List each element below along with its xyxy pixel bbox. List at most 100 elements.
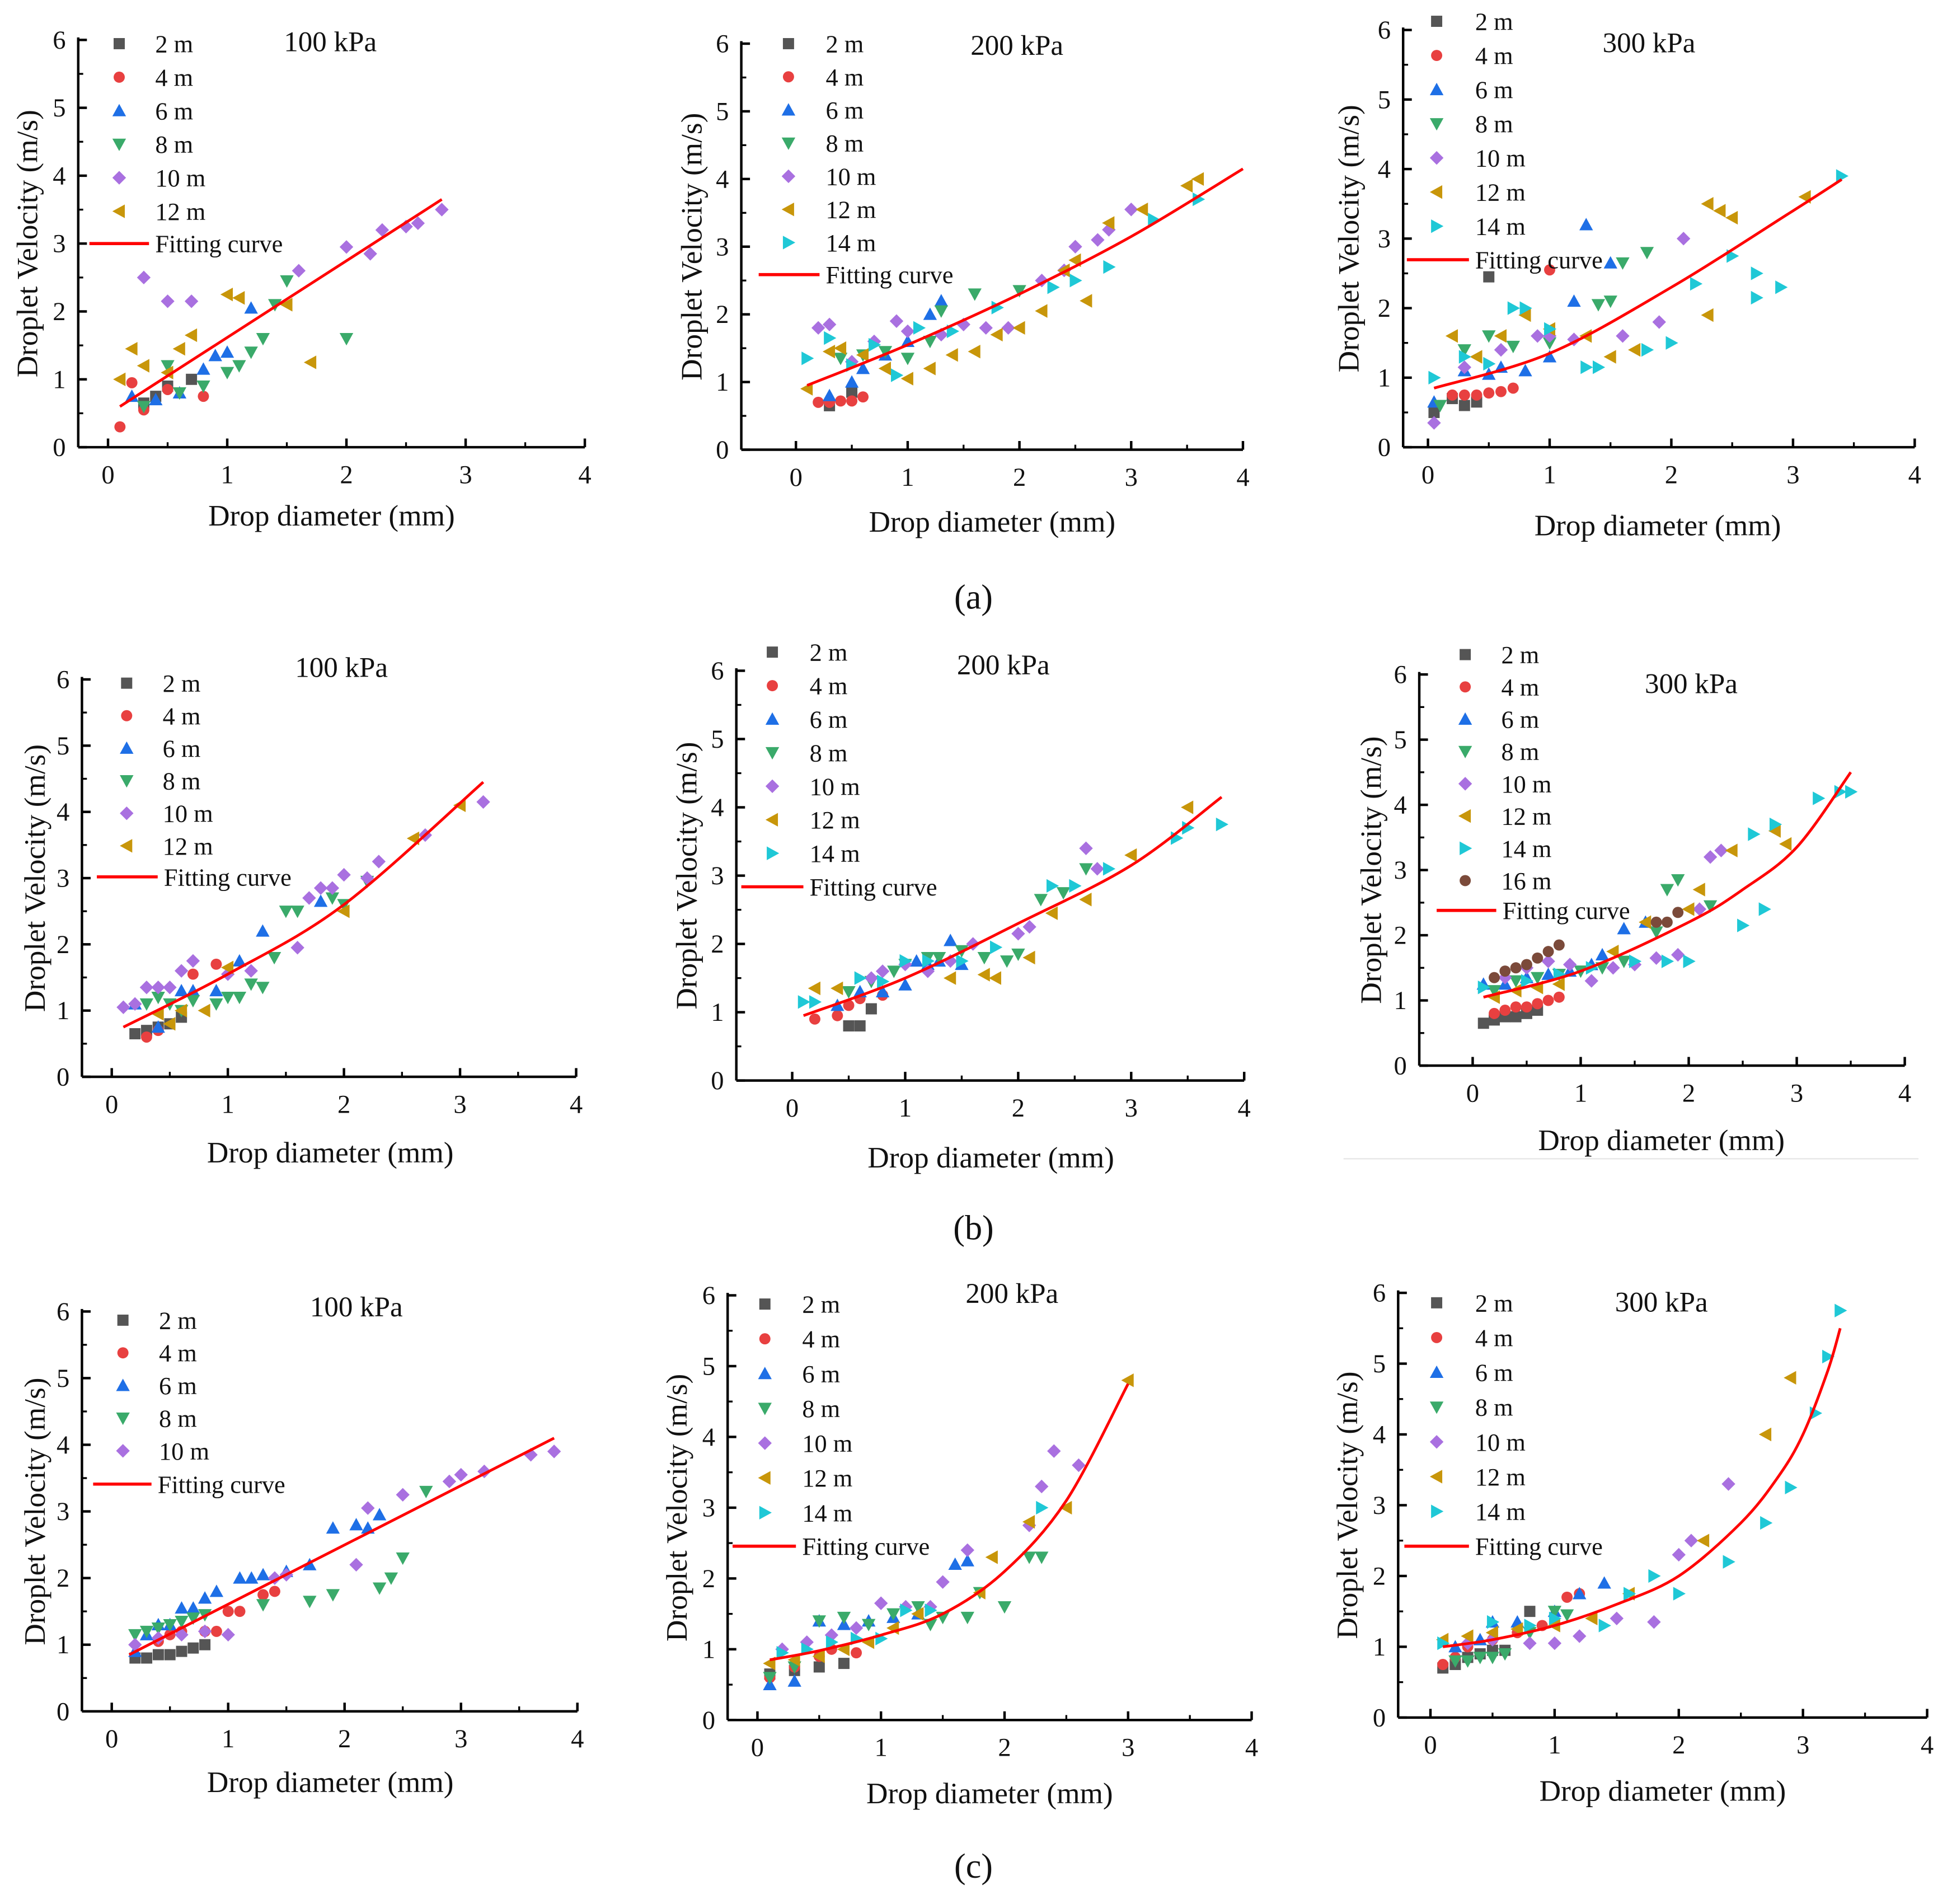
legend-marker (120, 839, 133, 853)
data-point (209, 983, 223, 997)
data-point (878, 362, 891, 376)
series-8m (128, 1485, 433, 1642)
data-point (186, 954, 200, 968)
data-point (968, 288, 982, 301)
data-point (303, 1596, 317, 1608)
data-point (1022, 920, 1036, 934)
data-point (1549, 1611, 1562, 1626)
data-point (1672, 1547, 1686, 1562)
data-point (1629, 954, 1642, 968)
legend-label: 4 m (810, 672, 848, 700)
data-point (1022, 1551, 1036, 1564)
legend-label: 8 m (810, 739, 848, 767)
y-axis-label: Droplet Velocity (m/s) (11, 110, 44, 377)
x-tick-label: 0 (751, 1733, 764, 1762)
data-point (1427, 416, 1441, 430)
x-tick-label: 2 (1672, 1731, 1685, 1760)
x-axis-label: Drop diameter (mm) (866, 1777, 1113, 1810)
series-10m (1461, 1477, 1735, 1650)
series-4m (1489, 991, 1565, 1019)
data-point (196, 380, 210, 393)
data-point (1595, 948, 1610, 960)
data-point (1499, 965, 1511, 977)
data-point (1180, 179, 1193, 193)
data-point (833, 341, 847, 355)
data-point (128, 997, 142, 1011)
legend-marker (1431, 16, 1443, 27)
data-point (1676, 232, 1691, 246)
data-point (1046, 879, 1059, 893)
legend-label: 2 m (825, 30, 864, 58)
legend-label: 4 m (1475, 42, 1513, 70)
legend-marker (758, 1367, 772, 1380)
data-point (1617, 955, 1631, 968)
legend-marker (767, 680, 778, 692)
legend-marker (1429, 118, 1444, 131)
data-point (934, 294, 949, 307)
data-point (1079, 841, 1093, 855)
legend-marker (781, 103, 796, 116)
x-tick-label: 3 (1122, 1733, 1134, 1762)
legend-marker (1431, 1504, 1444, 1518)
x-tick-label: 0 (1424, 1731, 1437, 1760)
data-point (1495, 386, 1507, 397)
data-point (911, 1601, 925, 1614)
data-point (1428, 406, 1440, 418)
data-point (1561, 1591, 1573, 1603)
legend-label: 8 m (1475, 110, 1513, 138)
legend-marker (765, 779, 780, 793)
fitting-curve (119, 198, 443, 408)
x-tick-label: 3 (453, 1090, 466, 1119)
y-tick-label: 6 (57, 665, 69, 695)
data-point (1579, 218, 1593, 231)
x-axis-label: Drop diameter (mm) (1538, 1124, 1785, 1157)
data-point (1057, 263, 1070, 278)
data-point (887, 965, 901, 978)
data-point (960, 1611, 974, 1625)
legend-marker (1429, 185, 1443, 199)
x-tick-label: 0 (105, 1090, 118, 1119)
x-tick-label: 4 (1236, 463, 1249, 492)
data-point (1461, 1655, 1475, 1668)
series-14m (797, 817, 1229, 1009)
data-point (175, 1628, 189, 1642)
y-tick-label: 6 (711, 656, 724, 686)
y-tick-label: 4 (711, 793, 724, 822)
legend-label: 8 m (1475, 1394, 1513, 1422)
data-point (822, 317, 837, 332)
data-point (1598, 1619, 1611, 1633)
data-point (1624, 1587, 1636, 1601)
x-tick-label: 4 (570, 1090, 583, 1119)
legend-marker (116, 1444, 130, 1458)
data-point (1692, 902, 1707, 916)
data-point (1433, 400, 1447, 412)
data-point (1521, 1001, 1532, 1013)
legend-marker (120, 741, 134, 754)
data-point (923, 336, 937, 349)
legend-label: 12 m (802, 1464, 852, 1492)
legend-marker (112, 104, 126, 116)
data-point (1034, 894, 1048, 907)
legend-marker (767, 646, 778, 658)
data-point (126, 377, 138, 388)
data-point (809, 1013, 820, 1025)
legend-label: 6 m (810, 706, 848, 734)
data-point (808, 981, 820, 996)
y-tick-label: 0 (1373, 1703, 1386, 1732)
legend-label: 12 m (825, 196, 876, 224)
series-14m (1428, 169, 1849, 385)
data-point (812, 1615, 827, 1628)
data-point (1531, 329, 1545, 343)
data-point (187, 1642, 199, 1654)
data-point (1616, 257, 1630, 270)
legend-label: 10 m (802, 1429, 852, 1457)
x-tick-label: 3 (1786, 460, 1799, 489)
data-point (1521, 974, 1534, 988)
data-point (1639, 915, 1652, 929)
y-tick-label: 1 (57, 996, 69, 1025)
data-point (846, 386, 858, 398)
legend-label: 8 m (159, 1404, 197, 1432)
data-point (1069, 879, 1082, 893)
data-point (849, 1621, 864, 1635)
data-point (948, 1557, 962, 1570)
